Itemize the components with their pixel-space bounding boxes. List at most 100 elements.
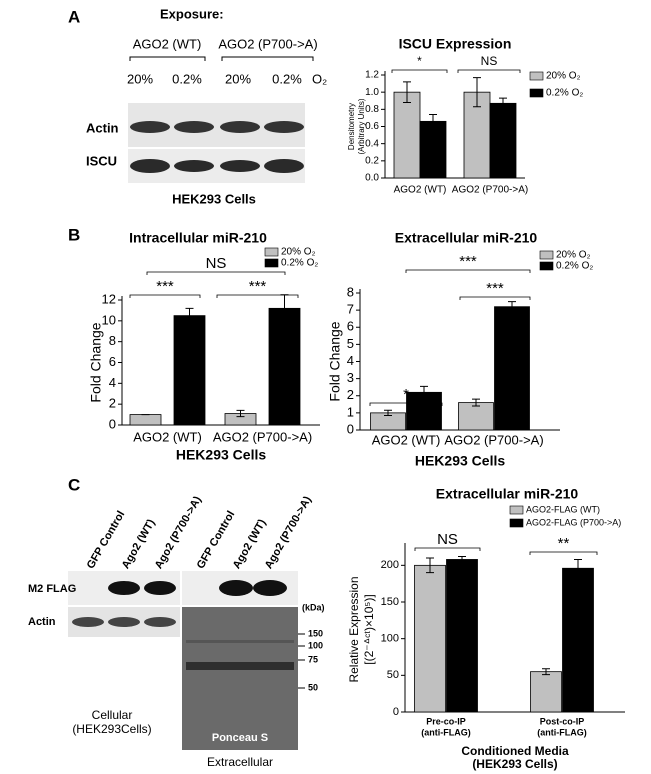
marker-label: 75 bbox=[308, 654, 318, 664]
blot-bands bbox=[130, 159, 304, 173]
y-tick-label: 0 bbox=[347, 421, 354, 436]
legend-label: 0.2% O₂ bbox=[546, 88, 583, 99]
ponceau-blot bbox=[182, 607, 298, 750]
significance-label: NS bbox=[206, 255, 227, 272]
blot-caption: HEK293 Cells bbox=[172, 191, 256, 206]
x-tick-label: AGO2 (P700->A) bbox=[444, 432, 543, 447]
y-tick-label: 200 bbox=[381, 559, 399, 571]
y-axis-label: [(2⁻ᐞᶜᵗ)×10⁵)] bbox=[362, 594, 376, 664]
x-axis-label: HEK293 Cells bbox=[415, 453, 505, 469]
significance-label: *** bbox=[156, 278, 174, 295]
x-tick-label: AGO2 (WT) bbox=[394, 185, 447, 196]
blot-row-label: M2 FLAG bbox=[28, 583, 76, 595]
legend-label: 20% O₂ bbox=[546, 71, 581, 82]
legend-label: AGO2-FLAG (WT) bbox=[526, 504, 600, 514]
y-axis-label: Fold Change bbox=[327, 321, 343, 401]
y-tick-label: 8 bbox=[109, 333, 116, 348]
exposure-label: Exposure: bbox=[160, 6, 224, 21]
error-bar bbox=[472, 398, 480, 407]
legend-label: AGO2-FLAG (P700->A) bbox=[526, 517, 621, 527]
blot-bands bbox=[72, 580, 294, 670]
bar bbox=[458, 402, 494, 431]
marker-ticks bbox=[298, 633, 305, 689]
legend-swatch bbox=[539, 250, 554, 260]
y-tick-label: 150 bbox=[381, 596, 399, 608]
y-tick-label: 1.0 bbox=[365, 87, 379, 98]
panel-label: A bbox=[68, 7, 80, 26]
lane-label: GFP Control bbox=[195, 509, 238, 571]
significance-label: *** bbox=[459, 253, 477, 270]
legend-label: 20% O₂ bbox=[281, 247, 316, 258]
significance-bracket bbox=[414, 547, 481, 551]
significance-label: * bbox=[417, 54, 422, 68]
y-tick-label: 1.2 bbox=[365, 70, 379, 81]
y-tick-label: 10 bbox=[102, 312, 116, 327]
chart-title: ISCU Expression bbox=[399, 36, 512, 52]
significance-label: * bbox=[403, 386, 409, 403]
x-tick-sublabel: (anti-FLAG) bbox=[537, 727, 587, 737]
condition-label: 20% bbox=[127, 71, 153, 86]
error-bar bbox=[508, 301, 516, 313]
bar bbox=[173, 315, 206, 426]
y-tick-label: 50 bbox=[387, 669, 399, 681]
group-bracket bbox=[129, 56, 314, 61]
blot-row-label: Actin bbox=[86, 120, 119, 135]
bar bbox=[268, 307, 301, 426]
caption: Extracellular bbox=[207, 755, 273, 769]
significance-bracket bbox=[391, 69, 448, 73]
significance-bracket bbox=[146, 271, 286, 275]
legend-swatch bbox=[264, 258, 279, 268]
chart-title: Intracellular miR-210 bbox=[129, 230, 267, 246]
y-tick-label: 4 bbox=[347, 353, 354, 368]
legend-label: 0.2% O₂ bbox=[281, 258, 318, 269]
significance-bracket bbox=[529, 551, 598, 555]
bar bbox=[419, 120, 447, 179]
y-axis-label: Relative Expression bbox=[347, 576, 361, 682]
error-bar bbox=[403, 81, 411, 103]
group-label: AGO2 (P700->A) bbox=[218, 36, 317, 51]
condition-label: 20% bbox=[225, 71, 251, 86]
legend-label: 20% O₂ bbox=[556, 250, 591, 261]
y-tick-label: 0.8 bbox=[365, 104, 379, 115]
error-bar bbox=[384, 409, 392, 416]
y-tick-label: 6 bbox=[347, 319, 354, 334]
legend-swatch bbox=[529, 71, 544, 81]
condition-label: 0.2% bbox=[172, 71, 202, 86]
legend-swatch bbox=[539, 261, 554, 271]
y-tick-label: 0.6 bbox=[365, 121, 379, 132]
significance-label: NS bbox=[481, 54, 498, 68]
error-bar bbox=[458, 556, 466, 563]
bar bbox=[414, 564, 446, 713]
y-tick-label: 2 bbox=[347, 387, 354, 402]
significance-bracket bbox=[216, 294, 299, 298]
lane-label: Ago2 (P700->A) bbox=[153, 494, 204, 571]
error-bar bbox=[542, 668, 550, 676]
y-axis-label: Densitometry bbox=[347, 103, 356, 150]
significance-bracket bbox=[459, 296, 531, 300]
legend-label: 0.2% O₂ bbox=[556, 261, 593, 272]
significance-label: NS bbox=[437, 531, 458, 548]
x-tick-label: AGO2 (P700->A) bbox=[452, 185, 528, 196]
kda-label: (kDa) bbox=[302, 602, 325, 612]
y-tick-label: 100 bbox=[381, 633, 399, 645]
y-tick-label: 0.4 bbox=[365, 138, 379, 149]
legend-swatch bbox=[509, 505, 524, 515]
x-tick-sublabel: (anti-FLAG) bbox=[421, 727, 471, 737]
y-axis-label: Fold Change bbox=[88, 322, 104, 402]
error-bar bbox=[426, 557, 434, 574]
error-bar bbox=[473, 77, 481, 108]
blot-bands bbox=[130, 121, 304, 133]
x-tick-label: Pre-co-IP bbox=[426, 716, 466, 726]
legend-swatch bbox=[509, 518, 524, 528]
y-tick-label: 1 bbox=[347, 404, 354, 419]
stain-label: Ponceau S bbox=[212, 732, 268, 744]
x-tick-label: AGO2 (P700->A) bbox=[213, 429, 312, 444]
error-bar bbox=[185, 307, 194, 324]
chart-title: Extracellular miR-210 bbox=[436, 486, 579, 502]
error-bar bbox=[429, 113, 437, 129]
y-tick-label: 8 bbox=[347, 284, 354, 299]
y-tick-label: 0 bbox=[109, 416, 116, 431]
y-tick-label: 4 bbox=[109, 375, 116, 390]
caption: (HEK293Cells) bbox=[72, 722, 151, 736]
y-tick-label: 2 bbox=[109, 396, 116, 411]
